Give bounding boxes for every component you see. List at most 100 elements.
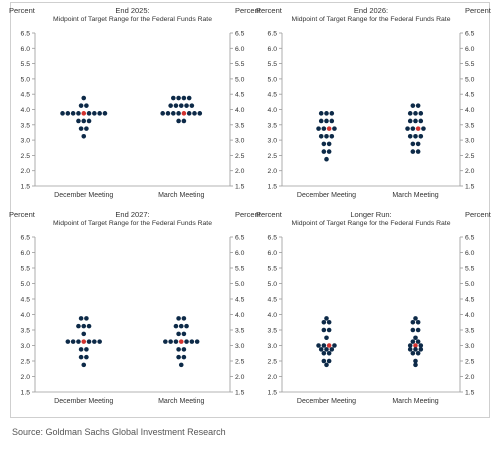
participant-dot xyxy=(194,339,200,344)
participant-dot xyxy=(321,327,327,333)
participant-dot xyxy=(407,347,413,352)
source-note: Source: Goldman Sachs Global Investment … xyxy=(12,427,226,437)
participant-dot xyxy=(176,111,181,116)
participant-dot xyxy=(78,103,84,108)
participant-dot xyxy=(176,331,181,337)
y-tick-label-left: 4.5 xyxy=(21,92,31,99)
participant-dot xyxy=(415,350,421,356)
y-tick-label-left: 2.0 xyxy=(268,168,278,175)
participant-dot xyxy=(97,111,102,116)
participant-dot xyxy=(197,111,203,116)
participant-dot xyxy=(324,362,329,368)
y-tick-label-right: 3.0 xyxy=(235,343,245,350)
participant-dot xyxy=(102,111,108,116)
y-tick-label-right: 2.5 xyxy=(235,359,245,366)
participant-dot xyxy=(81,133,87,139)
y-tick-label-right: 3.0 xyxy=(465,138,475,145)
participant-dot xyxy=(321,126,327,131)
participant-dot xyxy=(181,354,187,360)
y-tick-label-right: 5.5 xyxy=(235,61,245,68)
median-dot xyxy=(326,343,332,348)
participant-dot xyxy=(189,339,195,344)
y-tick-label-left: 5.5 xyxy=(21,266,31,273)
y-tick-label-left: 3.5 xyxy=(21,328,31,335)
participant-dot xyxy=(410,339,416,344)
participant-dot xyxy=(92,111,97,116)
participant-dot xyxy=(178,323,184,329)
participant-dot xyxy=(318,347,324,352)
participant-dot xyxy=(321,350,327,356)
participant-dot xyxy=(184,103,189,108)
participant-dot xyxy=(413,362,418,368)
y-tick-label-left: 4.0 xyxy=(268,107,278,114)
y-tick-label-left: 2.0 xyxy=(21,374,31,381)
participant-dot xyxy=(407,111,413,116)
y-tick-label-right: 5.5 xyxy=(465,266,475,273)
participant-dot xyxy=(186,95,192,101)
participant-dot xyxy=(189,103,195,108)
participant-dot xyxy=(329,111,335,116)
median-dot xyxy=(181,111,187,116)
y-tick-label-right: 5.0 xyxy=(235,76,245,83)
y-tick-label-left: 5.5 xyxy=(268,266,278,273)
participant-dot xyxy=(316,343,321,348)
participant-dot xyxy=(326,319,332,325)
participant-dot xyxy=(171,95,176,101)
y-tick-label-right: 6.0 xyxy=(465,46,475,53)
y-axis-label-left: Percent xyxy=(9,210,36,219)
participant-dot xyxy=(324,316,329,321)
participant-dot xyxy=(70,111,76,116)
y-tick-label-right: 4.0 xyxy=(235,312,245,319)
panel-subtitle: Midpoint of Target Range for the Federal… xyxy=(53,16,212,23)
y-tick-label-left: 3.0 xyxy=(21,138,31,145)
y-tick-label-left: 1.5 xyxy=(268,390,278,397)
y-tick-label-left: 4.0 xyxy=(21,312,31,319)
participant-dot xyxy=(92,339,97,344)
y-tick-label-left: 6.5 xyxy=(21,235,31,242)
y-tick-label-right: 2.0 xyxy=(235,374,245,381)
y-tick-label-left: 6.5 xyxy=(21,31,31,38)
participant-dot xyxy=(160,111,165,116)
participant-dot xyxy=(415,141,421,147)
panel-title: End 2025: xyxy=(115,6,149,15)
participant-dot xyxy=(324,335,329,341)
y-axis-label-left: Percent xyxy=(256,6,283,15)
y-tick-label-left: 6.5 xyxy=(268,235,278,242)
participant-dot xyxy=(326,141,332,147)
participant-dot xyxy=(178,362,184,368)
x-category-label: March Meeting xyxy=(392,192,438,199)
participant-dot xyxy=(318,111,324,116)
panel-2: End 2026:Midpoint of Target Range for th… xyxy=(256,6,492,199)
participant-dot xyxy=(184,323,189,329)
y-tick-label-right: 4.5 xyxy=(235,297,245,304)
participant-dot xyxy=(65,339,71,344)
participant-dot xyxy=(76,323,81,329)
participant-dot xyxy=(415,339,421,344)
participant-dot xyxy=(192,111,197,116)
participant-dot xyxy=(321,141,327,147)
y-tick-label-left: 6.5 xyxy=(268,31,278,38)
median-dot xyxy=(81,339,87,344)
participant-dot xyxy=(81,362,87,368)
y-tick-label-left: 1.5 xyxy=(21,390,31,397)
y-tick-label-left: 5.0 xyxy=(268,281,278,288)
y-tick-label-left: 6.0 xyxy=(21,250,31,257)
participant-dot xyxy=(326,350,332,356)
participant-dot xyxy=(329,347,335,352)
participant-dot xyxy=(78,126,84,131)
median-dot xyxy=(81,111,87,116)
y-tick-label-right: 1.5 xyxy=(465,184,475,191)
y-tick-label-left: 6.0 xyxy=(21,46,31,53)
y-tick-label-left: 6.0 xyxy=(268,46,278,53)
x-category-label: March Meeting xyxy=(158,398,204,405)
y-tick-label-right: 5.0 xyxy=(235,281,245,288)
y-tick-label-left: 2.5 xyxy=(21,359,31,366)
y-axis-label-left: Percent xyxy=(256,210,283,219)
y-tick-label-right: 4.0 xyxy=(465,107,475,114)
participant-dot xyxy=(329,118,335,124)
x-category-label: December Meeting xyxy=(297,192,356,199)
participant-dot xyxy=(76,118,81,124)
participant-dot xyxy=(332,343,337,348)
y-tick-label-right: 1.5 xyxy=(465,390,475,397)
